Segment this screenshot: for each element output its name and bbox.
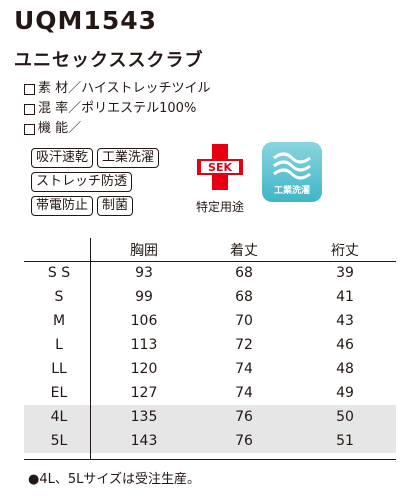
value-cell: 143 bbox=[130, 433, 158, 449]
value-cell: 127 bbox=[130, 385, 158, 401]
value-cell: 76 bbox=[235, 433, 253, 449]
table-column-divider bbox=[90, 238, 91, 459]
size-cell: EL bbox=[50, 385, 68, 401]
value-cell: 74 bbox=[235, 385, 253, 401]
value-cell: 43 bbox=[336, 313, 354, 329]
value-cell: 106 bbox=[130, 313, 158, 329]
spec-label: 機 能／ bbox=[38, 121, 82, 136]
value-cell: 113 bbox=[130, 337, 158, 353]
table-row: S S 93 68 39 bbox=[24, 261, 396, 285]
product-code: UQM1543 bbox=[14, 6, 158, 35]
feature-tag: 工業洗濯 bbox=[97, 148, 160, 168]
sek-caption: 特定用途 bbox=[195, 200, 244, 214]
header-cell: 着丈 bbox=[230, 242, 258, 259]
spec-material: 素 材／ ハイストレッチツイル bbox=[24, 79, 211, 99]
value-cell: 48 bbox=[336, 361, 354, 377]
feature-tag: 帯電防止 bbox=[31, 196, 94, 216]
value-cell: 76 bbox=[235, 409, 253, 425]
made-to-order-note: ●4L、5Lサイズは受注生産。 bbox=[28, 472, 200, 487]
table-row: M 106 70 43 bbox=[24, 309, 396, 333]
spec-value: ハイストレッチツイル bbox=[81, 81, 211, 96]
spec-function: 機 能／ bbox=[24, 119, 211, 139]
table-row: LL 120 74 48 bbox=[24, 357, 396, 381]
size-cell: M bbox=[52, 313, 66, 329]
table-header-divider bbox=[24, 261, 396, 262]
sek-cross-icon: SEK bbox=[197, 144, 243, 190]
header-cell: 裄丈 bbox=[331, 242, 359, 259]
checkbox-icon bbox=[24, 103, 35, 115]
feature-tags: 吸汗速乾 工業洗濯 ストレッチ防透 帯電防止 制菌 bbox=[31, 148, 160, 220]
size-cell: LL bbox=[51, 361, 67, 377]
sek-mark-text: SEK bbox=[208, 161, 232, 174]
value-cell: 72 bbox=[235, 337, 253, 353]
spec-label: 素 材／ bbox=[38, 81, 82, 96]
table-row-made-to-order: 4L 135 76 50 bbox=[24, 405, 396, 429]
value-cell: 46 bbox=[336, 337, 354, 353]
spec-label: 混 率／ bbox=[38, 101, 82, 116]
product-name: ユニセックススクラブ bbox=[14, 50, 204, 71]
value-cell: 135 bbox=[130, 409, 158, 425]
feature-tag: ストレッチ防透 bbox=[31, 172, 133, 192]
value-cell: 68 bbox=[235, 265, 253, 281]
value-cell: 50 bbox=[336, 409, 354, 425]
value-cell: 68 bbox=[235, 289, 253, 305]
value-cell: 39 bbox=[336, 265, 354, 281]
size-cell: L bbox=[55, 337, 63, 353]
table-row: EL 127 74 49 bbox=[24, 381, 396, 405]
size-cell: 4L bbox=[50, 409, 68, 425]
spec-blend: 混 率／ ポリエステル100% bbox=[24, 99, 211, 119]
checkbox-icon bbox=[24, 83, 35, 95]
spec-list: 素 材／ ハイストレッチツイル 混 率／ ポリエステル100% 機 能／ bbox=[24, 79, 211, 139]
table-bottom-border bbox=[24, 459, 396, 460]
value-cell: 99 bbox=[135, 289, 153, 305]
size-table: 胸囲 着丈 裄丈 S S 93 68 39 S 99 68 41 M 106 7… bbox=[24, 238, 396, 453]
table-row: L 113 72 46 bbox=[24, 333, 396, 357]
wave-icon bbox=[273, 152, 311, 180]
value-cell: 93 bbox=[135, 265, 153, 281]
spec-value: ポリエステル100% bbox=[81, 101, 197, 116]
table-header: 胸囲 着丈 裄丈 bbox=[24, 238, 396, 261]
value-cell: 41 bbox=[336, 289, 354, 305]
header-cell: 胸囲 bbox=[130, 242, 158, 259]
wash-badge-label: 工業洗濯 bbox=[273, 186, 310, 196]
value-cell: 74 bbox=[235, 361, 253, 377]
size-cell: S bbox=[54, 289, 64, 305]
industrial-wash-badge: 工業洗濯 bbox=[262, 142, 322, 202]
value-cell: 49 bbox=[336, 385, 354, 401]
checkbox-icon bbox=[24, 123, 35, 135]
feature-tag: 制菌 bbox=[97, 196, 134, 216]
table-row-made-to-order: 5L 143 76 51 bbox=[24, 429, 396, 453]
table-row: S 99 68 41 bbox=[24, 285, 396, 309]
size-cell: S S bbox=[47, 265, 71, 281]
value-cell: 70 bbox=[235, 313, 253, 329]
value-cell: 120 bbox=[130, 361, 158, 377]
size-cell: 5L bbox=[50, 433, 68, 449]
sek-certification: SEK 特定用途 bbox=[190, 142, 250, 215]
value-cell: 51 bbox=[336, 433, 354, 449]
feature-tag: 吸汗速乾 bbox=[31, 148, 94, 168]
